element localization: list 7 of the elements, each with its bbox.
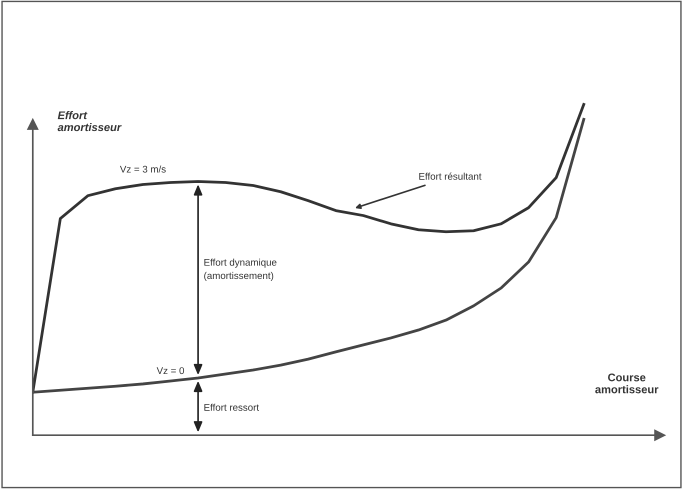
y-axis-title: Effort amortisseur [58, 111, 122, 132]
annotation: Effort ressort [204, 404, 259, 411]
annotation: Effort résultant [419, 172, 482, 180]
x-axis-title: Course amortisseur [595, 373, 658, 394]
annotation: Effort dynamique (amortissement) [204, 258, 276, 281]
series-label: Vz = 0 [156, 367, 184, 374]
series-label: Vz = 3 m/s [120, 165, 166, 173]
